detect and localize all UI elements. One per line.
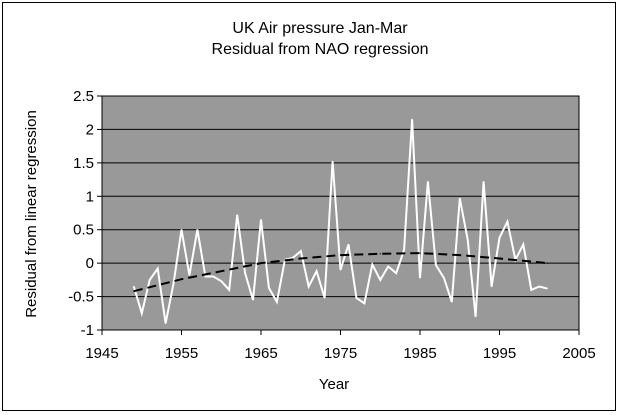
data-point	[435, 264, 437, 266]
data-point	[475, 316, 477, 318]
data-point	[172, 282, 175, 284]
axes	[101, 95, 580, 331]
data-point	[379, 253, 381, 255]
data-point	[411, 118, 413, 120]
data-point	[165, 322, 167, 324]
data-point	[149, 279, 151, 281]
plot-area	[102, 96, 579, 330]
data-point	[483, 180, 485, 183]
data-point	[133, 285, 135, 288]
x-tick-label: 1975	[324, 345, 357, 362]
data-point	[379, 279, 381, 281]
data-point	[300, 250, 302, 252]
data-point	[339, 269, 342, 271]
data-point	[220, 280, 222, 282]
data-point	[300, 257, 302, 260]
data-point	[490, 285, 493, 288]
data-point	[498, 257, 501, 260]
data-point	[419, 277, 421, 279]
x-tick-labels: 1945 1955 1965 1975 1985 1995 2005	[85, 345, 595, 362]
data-point	[546, 262, 548, 264]
data-point	[355, 297, 357, 299]
y-tick-label: 0.5	[73, 222, 94, 239]
y-tick-label: 1	[86, 188, 94, 205]
y-axis-label: Residual from linear regression	[23, 110, 40, 318]
data-point	[387, 265, 389, 268]
data-point	[467, 239, 469, 241]
data-point	[252, 299, 254, 301]
data-point	[157, 267, 159, 270]
data-point	[236, 214, 238, 216]
y-tick-label: -1	[81, 322, 94, 339]
data-point	[459, 197, 461, 199]
data-point	[459, 254, 461, 256]
chart-title: UK Air pressure Jan-Mar	[232, 20, 408, 37]
data-point	[141, 312, 143, 314]
data-point	[427, 180, 429, 183]
x-axis-label: Year	[319, 376, 349, 393]
data-point	[506, 221, 509, 223]
data-point	[260, 219, 262, 221]
data-point	[228, 289, 230, 291]
data-point	[308, 285, 310, 288]
plot-border	[101, 95, 580, 331]
data-point	[498, 237, 501, 239]
data-point	[260, 262, 262, 264]
data-point	[530, 289, 532, 291]
data-point	[538, 285, 540, 288]
data-point	[395, 272, 397, 274]
chart-subtitle: Residual from NAO regression	[212, 41, 429, 58]
data-point	[339, 254, 342, 256]
data-point	[196, 229, 198, 231]
data-point	[212, 275, 214, 278]
y-tick-label: 1.5	[73, 155, 94, 172]
series-group	[132, 118, 548, 324]
data-point	[347, 243, 350, 246]
data-point	[268, 287, 270, 289]
data-point	[546, 287, 548, 290]
y-tick-labels: 2.5 2 1.5 1 0.5 0 -0.5 -1	[68, 88, 94, 339]
data-point	[522, 243, 524, 246]
y-tick-label: -0.5	[68, 289, 94, 306]
x-tick-label: 2005	[562, 345, 595, 362]
x-tick-label: 1955	[165, 345, 198, 362]
y-tick-label: 0	[86, 255, 94, 272]
x-tick-label: 1945	[85, 345, 118, 362]
data-point	[443, 277, 445, 279]
x-tick-label: 1995	[483, 345, 516, 362]
data-point	[316, 270, 318, 272]
data-point	[451, 301, 453, 303]
data-point	[204, 275, 206, 278]
y-tick-label: 2.5	[73, 88, 94, 105]
data-point	[180, 229, 183, 231]
data-point	[188, 274, 191, 276]
x-tick-label: 1985	[403, 345, 436, 362]
data-point	[133, 290, 135, 292]
data-point	[363, 302, 365, 304]
data-point	[292, 257, 294, 259]
y-tick-label: 2	[86, 121, 94, 138]
data-point	[244, 272, 246, 274]
data-point	[403, 249, 405, 251]
data-point	[180, 278, 183, 280]
data-point	[419, 252, 421, 254]
data-point	[220, 270, 222, 272]
x-tick-label: 1965	[244, 345, 277, 362]
data-point	[276, 301, 278, 303]
data-point	[324, 297, 326, 299]
data-point	[331, 160, 334, 163]
data-point	[371, 263, 373, 266]
